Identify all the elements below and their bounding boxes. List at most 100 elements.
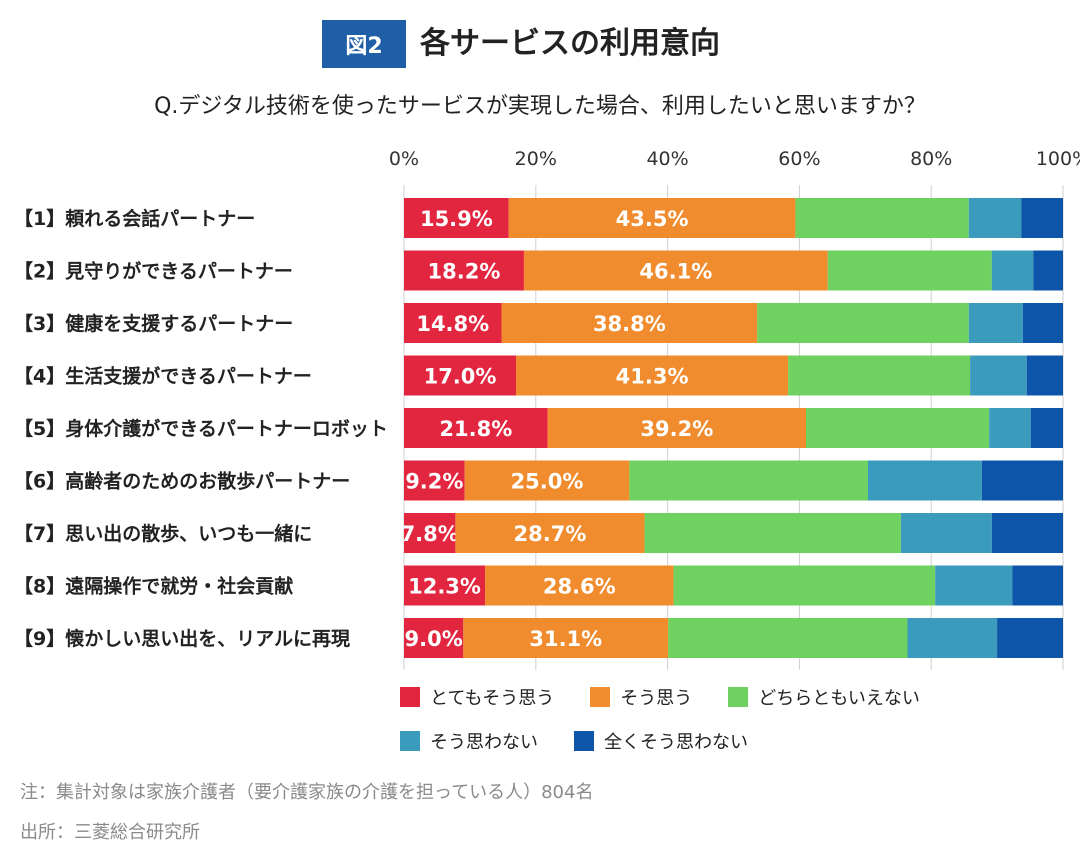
legend-swatch [400, 687, 420, 707]
category-label: 【3】健康を支援するパートナー [14, 312, 293, 335]
bar-segment [935, 565, 1013, 606]
bar-segment [463, 618, 669, 658]
bar-segment [981, 460, 1063, 501]
legend-swatch [590, 687, 611, 707]
bar-segment [788, 355, 971, 396]
bar-segment [795, 198, 969, 238]
bar-segment [991, 513, 1063, 553]
legend-label: 全くそう思わない [604, 732, 748, 753]
legend-item-very-agree: とてもそう思う [400, 684, 554, 710]
bar-segment [404, 618, 464, 658]
bar-segment [968, 303, 1023, 343]
data-label: 7.8% [401, 522, 459, 546]
chart-title: 各サービスの利用意向 [420, 26, 720, 61]
category-label: 【9】懐かしい思い出を、リアルに再現 [14, 627, 350, 650]
x-tick-label: 100% [1036, 148, 1080, 170]
bar-segment [404, 355, 517, 396]
bar-segment [404, 460, 465, 501]
bar-segment [1012, 565, 1063, 606]
data-label: 31.1% [529, 627, 602, 651]
bar-segment [516, 355, 789, 396]
bar-segment [1026, 355, 1063, 396]
bar-segment [900, 513, 992, 553]
legend-label: そう思う [620, 688, 693, 709]
bar-segment [907, 618, 998, 658]
bar-segment [404, 250, 524, 291]
bar-segment [404, 565, 486, 606]
bar-segment [547, 408, 806, 448]
legend-label: そう思わない [430, 732, 538, 753]
legend-item-neutral: どちらともいえない [728, 684, 920, 710]
bar-segment [501, 303, 758, 343]
bar-segment [757, 303, 969, 343]
bar-segment [989, 408, 1031, 448]
data-label: 39.2% [640, 417, 713, 441]
category-label: 【8】遠隔操作で就労・社会貢献 [14, 575, 293, 598]
category-label: 【2】見守りができるパートナー [14, 260, 293, 283]
bar-segment [485, 565, 674, 606]
category-label: 【1】頼れる会話パートナー [14, 207, 255, 230]
footnote: 注：集計対象は家族介護者（要介護家族の介護を担っている人）804名 [20, 782, 594, 803]
x-tick-label: 0% [389, 148, 419, 170]
bar-segment [629, 460, 868, 501]
data-label: 28.6% [543, 575, 616, 599]
category-label: 【6】高齢者のためのお散歩パートナー [14, 470, 350, 493]
bar-segment [404, 198, 509, 238]
bar-segment [1022, 303, 1063, 343]
legend-item-agree: そう思う [590, 684, 692, 710]
survey-question: Q.デジタル技術を使ったサービスが実現した場合、利用したいと思いますか？ [154, 94, 926, 119]
legend-swatch [728, 687, 749, 707]
data-label: 21.8% [439, 417, 512, 441]
bar-segment [991, 250, 1034, 291]
data-label: 9.2% [405, 470, 463, 494]
bar-segment [464, 460, 630, 501]
stacked-bar-chart: 0% 20% 40% 60% 80% 100% 【1】頼れる会話パートナー 15.9% 43.5… [14, 148, 1080, 670]
bar-segment [827, 250, 992, 291]
data-label: 9.0% [405, 627, 463, 651]
bar-segment [404, 513, 456, 553]
legend-item-strongly-disagree: 全くそう思わない [574, 728, 748, 754]
x-tick-label: 80% [910, 148, 952, 170]
category-label: 【7】思い出の散歩、いつも一緒に [14, 522, 312, 545]
legend: とてもそう思う そう思う どちらともいえない そう思わない 全くそう思わない [400, 683, 920, 771]
bar-segment [644, 513, 901, 553]
bar-segment [1033, 250, 1063, 291]
bar-segment [970, 355, 1027, 396]
x-tick-label: 60% [778, 148, 820, 170]
bar-segment [455, 513, 645, 553]
data-label: 12.3% [408, 575, 481, 599]
bar-segment [404, 408, 548, 448]
bar-segment [668, 618, 908, 658]
bar-segment [997, 618, 1063, 658]
bar-segment [673, 565, 936, 606]
x-tick-label: 20% [515, 148, 557, 170]
data-label: 17.0% [424, 365, 497, 389]
data-label: 28.7% [514, 522, 587, 546]
legend-row-2: そう思わない 全くそう思わない [400, 727, 920, 755]
legend-row-1: とてもそう思う そう思う どちらともいえない [400, 683, 920, 711]
data-label: 15.9% [420, 207, 493, 231]
bar-segment [867, 460, 982, 501]
x-tick-label: 40% [646, 148, 688, 170]
bar-segment [404, 303, 502, 343]
legend-label: とてもそう思う [430, 688, 555, 709]
legend-item-disagree: そう思わない [400, 728, 538, 754]
legend-swatch [574, 731, 594, 751]
bar-segment [968, 198, 1022, 238]
bar-segment [523, 250, 828, 291]
source-note: 出所：三菱総合研究所 [20, 822, 200, 843]
legend-swatch [400, 731, 420, 751]
data-label: 43.5% [616, 207, 689, 231]
data-label: 38.8% [593, 312, 666, 336]
bar-segment [805, 408, 990, 448]
legend-label: どちらともいえない [758, 688, 920, 709]
bar-segment [1030, 408, 1063, 448]
category-label: 【4】生活支援ができるパートナー [14, 365, 312, 388]
figure-badge: 図2 [322, 20, 406, 68]
data-label: 46.1% [639, 260, 712, 284]
bar-segment [508, 198, 796, 238]
bar-segment [1021, 198, 1063, 238]
data-label: 14.8% [416, 312, 489, 336]
data-label: 18.2% [428, 260, 501, 284]
category-label: 【5】身体介護ができるパートナーロボット [14, 417, 388, 440]
